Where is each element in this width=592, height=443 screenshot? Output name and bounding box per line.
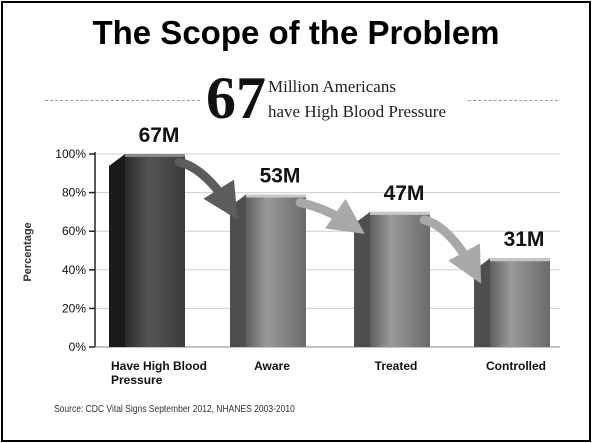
bar-top-edge [490,258,550,262]
headline-line-1: Million Americans [268,77,396,96]
bar-top-edge [246,194,306,198]
dashed-divider-left [45,100,200,101]
y-axis-title: Percentage [22,222,34,281]
y-tick-label: 0% [69,340,87,354]
data-label: 31M [504,228,545,251]
headline-number: 67 [206,65,266,131]
y-tick-label: 80% [62,186,86,200]
flow-arrow [174,157,238,220]
bar [370,211,430,347]
x-category-label: Pressure [111,373,163,387]
data-label: 47M [384,182,425,205]
bar [246,194,306,347]
bar-top-edge [125,154,185,157]
bar [125,154,185,347]
x-category-label: Controlled [486,359,546,373]
bar-side [109,154,125,347]
flow-arrow [295,198,365,235]
y-tick-label: 40% [62,263,86,277]
headline-text: Million Americans have High Blood Pressu… [268,74,446,124]
data-label: 67M [139,124,180,147]
slide-title: The Scope of the Problem [92,14,500,51]
y-tick-label: 60% [62,224,86,238]
dashed-divider-right [468,100,558,101]
bar-side [354,211,370,347]
y-tick-label: 100% [55,147,86,161]
flow-arrow [419,215,482,284]
x-category-label: Have High Blood [111,359,207,373]
x-category-label: Aware [254,359,290,373]
bar [490,258,550,347]
y-tick-label: 20% [62,301,86,315]
bar-top-edge [370,211,430,215]
x-category-label: Treated [375,359,418,373]
source-note: Source: CDC Vital Signs September 2012, … [54,404,295,415]
headline-line-2: have High Blood Pressure [268,102,447,121]
data-label: 53M [260,165,301,188]
bar-side [230,194,246,347]
